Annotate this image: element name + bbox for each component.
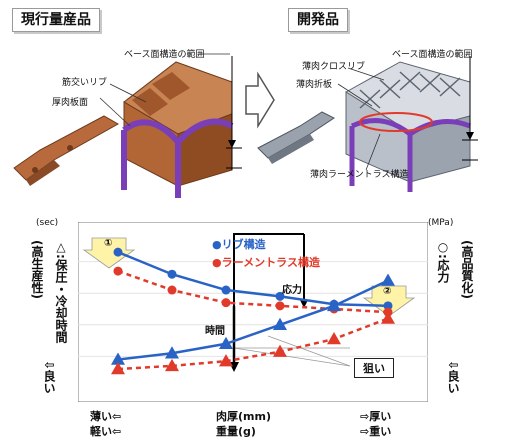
point-s2-3	[273, 317, 287, 331]
bottom-right-1: ⇨厚い	[360, 410, 392, 423]
left-axis-bottom: ⇩良い	[42, 360, 56, 395]
bottom-center-2: 重量(g)	[216, 425, 256, 438]
point-s3-0	[111, 362, 125, 375]
series-layer	[111, 247, 395, 375]
developed-product-title: 開発品	[288, 8, 348, 32]
label-truss: 薄肉ラーメントラス構造	[310, 170, 409, 180]
point-s0-3	[275, 291, 285, 301]
point-s0-0	[113, 247, 123, 257]
point-s0-2	[221, 285, 231, 295]
point-s2-2	[219, 336, 233, 350]
left-axis-top: (高生産性)	[30, 240, 44, 299]
point-s1-1	[167, 285, 177, 295]
label-folded-plate: 薄肉折板	[296, 80, 333, 90]
point-s2-0	[111, 352, 125, 365]
right-unit: (MPa)	[428, 218, 454, 228]
point-s3-3	[273, 344, 287, 357]
right-axis-main: ○:応力	[436, 240, 450, 283]
current-part-small	[13, 115, 120, 186]
point-s3-4	[327, 332, 341, 345]
marker-2-label: ②	[383, 286, 392, 297]
point-s3-5	[381, 311, 395, 324]
marker-2	[362, 285, 416, 317]
stress-arrow	[233, 233, 304, 306]
left-unit: (sec)	[36, 218, 59, 228]
series-line-3	[117, 317, 389, 371]
point-s2-4	[327, 298, 341, 312]
point-s3-1	[165, 358, 179, 372]
legend-rib: ●リブ構造	[212, 238, 266, 251]
stress-label: 応力	[282, 285, 302, 296]
arrow-right-icon	[245, 71, 275, 129]
point-s2-5	[381, 273, 395, 286]
point-s0-1	[167, 269, 177, 279]
label-cross-rib: 薄肉クロスリブ	[302, 62, 366, 72]
developed-part-small	[257, 111, 335, 164]
series-line-2	[117, 279, 389, 361]
bottom-center-1: 肉厚(mm)	[216, 410, 271, 423]
right-axis-bottom: ⇩良い	[446, 360, 460, 395]
current-part-section	[121, 61, 234, 198]
point-s1-2	[221, 298, 231, 308]
current-product-title: 現行量産品	[12, 8, 100, 32]
point-s1-0	[113, 266, 123, 276]
bottom-left-1: 薄い⇦	[90, 410, 122, 423]
product-illustrations	[13, 53, 478, 198]
developed-part-section	[345, 61, 471, 192]
label-rib: 筋交いリブ	[62, 78, 108, 88]
label-thick-plate: 厚肉板面	[52, 98, 89, 108]
left-axis-main: △:保圧・冷却時間	[54, 240, 68, 343]
time-label: 時間	[205, 326, 225, 337]
legend-truss: ●ラーメントラス構造	[212, 256, 320, 269]
target-box: 狙い	[354, 358, 394, 378]
bottom-right-2: ⇨重い	[360, 425, 392, 438]
right-axis-top: (高品質化)	[460, 240, 474, 299]
point-s0-5	[383, 301, 393, 311]
label-base-range-left: ベース面構造の範囲	[124, 50, 205, 60]
series-line-1	[117, 269, 389, 314]
point-s1-3	[275, 301, 285, 311]
point-s2-1	[165, 346, 179, 359]
label-base-range-right: ベース面構造の範囲	[392, 50, 473, 60]
marker-1	[82, 237, 136, 269]
point-s3-2	[219, 354, 233, 367]
series-line-0	[117, 250, 389, 308]
bottom-left-2: 軽い⇦	[90, 425, 122, 438]
marker-1-label: ①	[104, 238, 113, 249]
